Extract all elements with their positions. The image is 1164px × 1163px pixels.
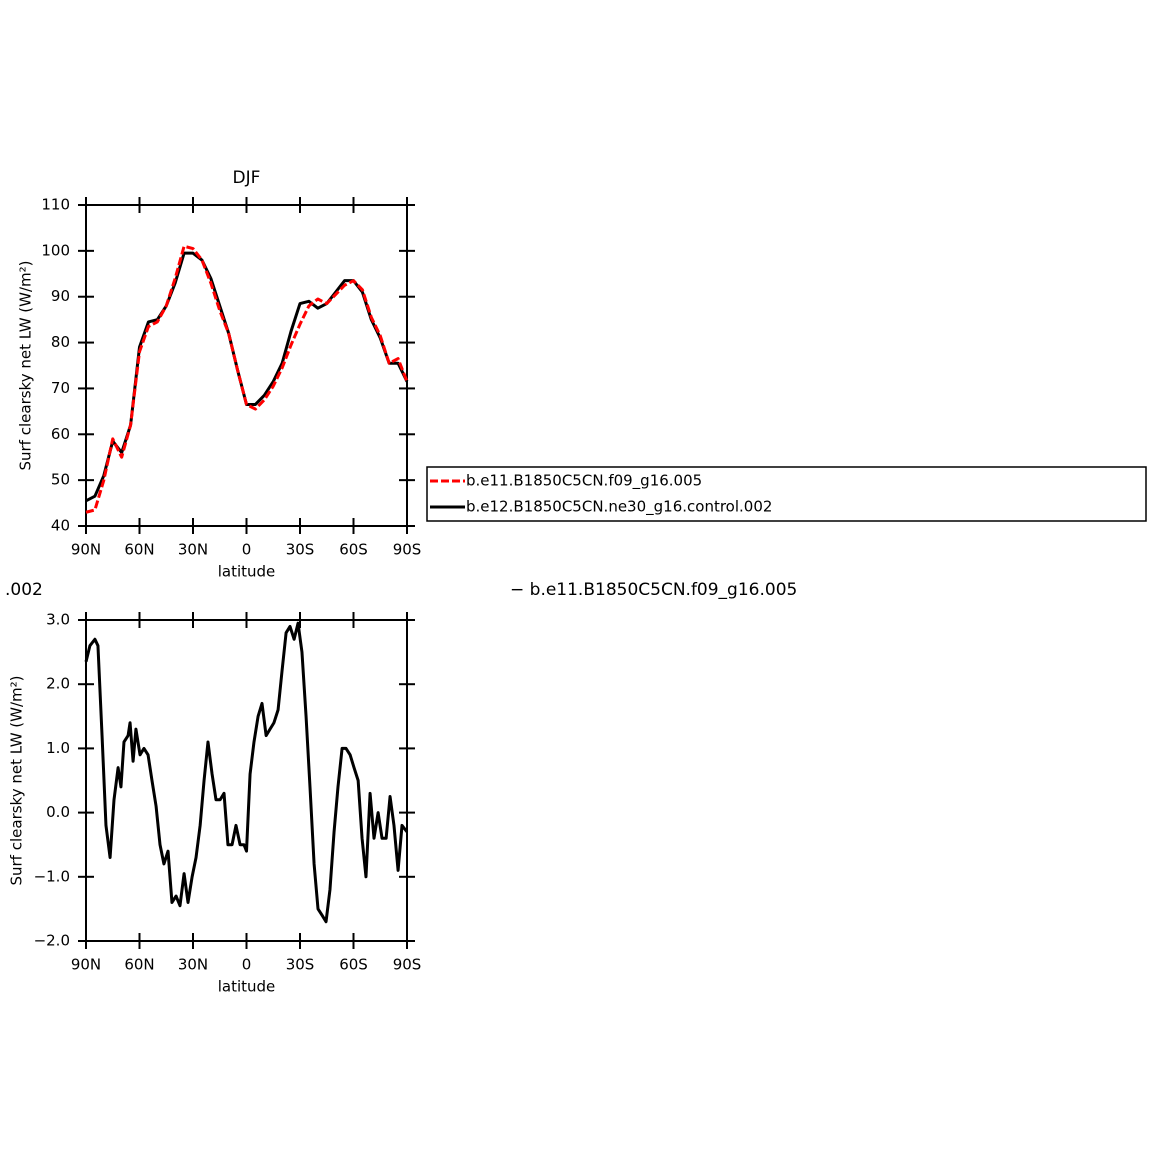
y-axis-label: Surf clearsky net LW (W/m²) <box>17 260 35 470</box>
x-tick-label: 60S <box>339 541 368 559</box>
y-tick-label: 100 <box>41 241 70 259</box>
y-tick-label: 2.0 <box>46 675 70 693</box>
x-tick-label: 60N <box>124 956 154 974</box>
y-tick-label: 70 <box>51 379 70 397</box>
x-axis-label: latitude <box>218 563 276 581</box>
data-line <box>84 621 409 924</box>
y-tick-label: 0.0 <box>46 803 70 821</box>
chart-title: DJF <box>233 168 261 188</box>
legend-label: b.e11.B1850C5CN.f09_g16.005 <box>466 472 702 491</box>
x-tick-label: 30S <box>286 956 315 974</box>
data-line <box>85 251 409 503</box>
x-tick-label: 90N <box>71 956 101 974</box>
legend-box <box>426 466 1147 522</box>
chart-title-fragment: − b.e11.B1850C5CN.f09_g16.005 <box>510 580 797 600</box>
x-tick-label: 60S <box>339 956 368 974</box>
x-tick-label: 0 <box>242 956 252 974</box>
x-tick-label: 60N <box>124 541 154 559</box>
x-tick-label: 30N <box>178 956 208 974</box>
chart-title-fragment: .002 <box>5 580 43 600</box>
x-tick-label: 90S <box>393 541 422 559</box>
y-tick-label: 40 <box>51 517 70 535</box>
y-tick-label: 60 <box>51 425 70 443</box>
legend-label: b.e12.B1850C5CN.ne30_g16.control.002 <box>466 498 772 517</box>
plot-frame <box>85 204 408 527</box>
y-tick-label: 3.0 <box>46 611 70 629</box>
x-tick-label: 0 <box>242 541 252 559</box>
plot-frame <box>85 619 408 942</box>
x-axis-label: latitude <box>218 978 276 996</box>
y-tick-label: 1.0 <box>46 739 70 757</box>
y-tick-label: 80 <box>51 333 70 351</box>
data-line <box>85 244 409 514</box>
y-tick-label: 90 <box>51 287 70 305</box>
y-tick-label: 110 <box>41 196 70 214</box>
x-tick-label: 90N <box>71 541 101 559</box>
y-tick-label: −1.0 <box>34 867 70 885</box>
y-tick-label: −2.0 <box>34 932 70 950</box>
y-tick-label: 50 <box>51 471 70 489</box>
x-tick-label: 30N <box>178 541 208 559</box>
y-axis-label: Surf clearsky net LW (W/m²) <box>8 675 26 885</box>
x-tick-label: 30S <box>286 541 315 559</box>
x-tick-label: 90S <box>393 956 422 974</box>
